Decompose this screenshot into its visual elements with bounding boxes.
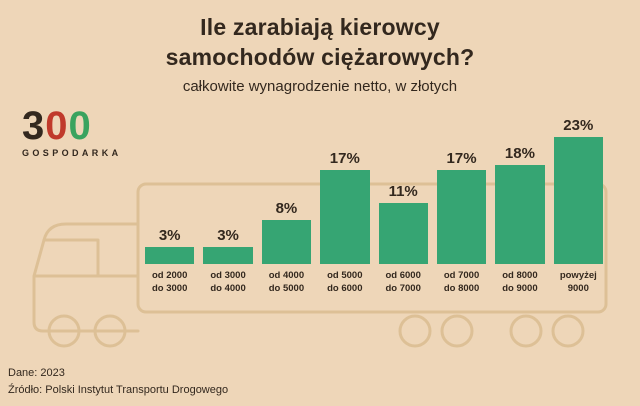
bar-category-label: od 8000 do 9000 [502, 270, 538, 294]
bar-value-label: 3% [217, 227, 239, 244]
bar [261, 220, 312, 264]
truck-windshield-outline [34, 238, 100, 278]
bar-column: 18% od 8000 do 9000 [495, 114, 545, 300]
bar-category-label: od 7000 do 8000 [443, 270, 480, 294]
truck-wheel-icon [47, 314, 81, 348]
bar-category-label: od 4000 do 5000 [268, 270, 305, 294]
truck-wheel-icon [440, 314, 474, 348]
bar-value-label: 17% [446, 150, 477, 167]
bar-column: 3% od 3000 do 4000 [203, 114, 253, 300]
bar-category-label: od 6000 do 7000 [385, 270, 421, 294]
bar-column: 3% od 2000 do 3000 [145, 114, 195, 300]
logo-caption: GOSPODARKA [22, 148, 122, 158]
bar [436, 170, 487, 264]
bar [203, 247, 253, 264]
truck-trailer-outline [136, 182, 608, 314]
truck-cab-outline [32, 222, 140, 333]
logo-digit-3: 3 [22, 104, 46, 148]
truck-wheel-icon [509, 314, 543, 348]
bar-column: 17% od 5000 do 6000 [320, 114, 370, 300]
bar-chart: 3% od 2000 do 3000 3% od 3000 do 4000 8% od 400… [145, 114, 603, 300]
logo-digit-0-red: 0 [45, 104, 69, 148]
source-line: Źródło: Polski Instytut Transportu Drogo… [8, 383, 229, 396]
bar-value-label: 18% [504, 145, 535, 162]
bar-value-label: 8% [275, 200, 298, 217]
logo-300gospodarka: 300 GOSPODARKA [22, 106, 122, 158]
bar [495, 165, 545, 264]
bar [378, 203, 428, 264]
bar-column: 11% od 6000 do 7000 [378, 114, 428, 300]
truck-wheel-icon [551, 314, 585, 348]
bar-category-label: od 5000 do 6000 [327, 270, 363, 294]
truck-wheel-icon [398, 314, 432, 348]
bar [145, 247, 195, 264]
bar-category-label: od 2000 do 3000 [151, 270, 188, 294]
chart-title-line1: Ile zarabiają kierowcy [200, 14, 440, 40]
bar [320, 170, 370, 264]
bar-value-label: 23% [563, 117, 594, 134]
source-note: Dane: 2023 Źródło: Polski Instytut Trans… [8, 365, 228, 398]
bar-category-label: od 3000 do 4000 [210, 270, 246, 294]
bar [553, 137, 603, 264]
chart-title: Ile zarabiają kierowcy samochodów ciężar… [0, 12, 640, 73]
bar-value-label: 3% [158, 227, 181, 244]
bar-column: 8% od 4000 do 5000 [261, 114, 312, 300]
bar-value-label: 11% [388, 183, 418, 200]
data-year-note: Dane: 2023 [8, 367, 65, 379]
logo-digit-0-green: 0 [68, 104, 92, 148]
bar-category-label: powyżej 9000 [559, 270, 597, 294]
bar-value-label: 17% [329, 150, 360, 167]
chart-subtitle: całkowite wynagrodzenie netto, w złotych [182, 77, 458, 95]
header: Ile zarabiają kierowcy samochodów ciężar… [0, 12, 640, 95]
bar-column: 23% powyżej 9000 [553, 114, 603, 300]
bar-column: 17% od 7000 do 8000 [436, 114, 487, 300]
chart-title-line2: samochodów ciężarowych? [165, 44, 475, 71]
logo-digits: 300 [22, 106, 122, 146]
truck-wheel-icon [93, 314, 127, 348]
